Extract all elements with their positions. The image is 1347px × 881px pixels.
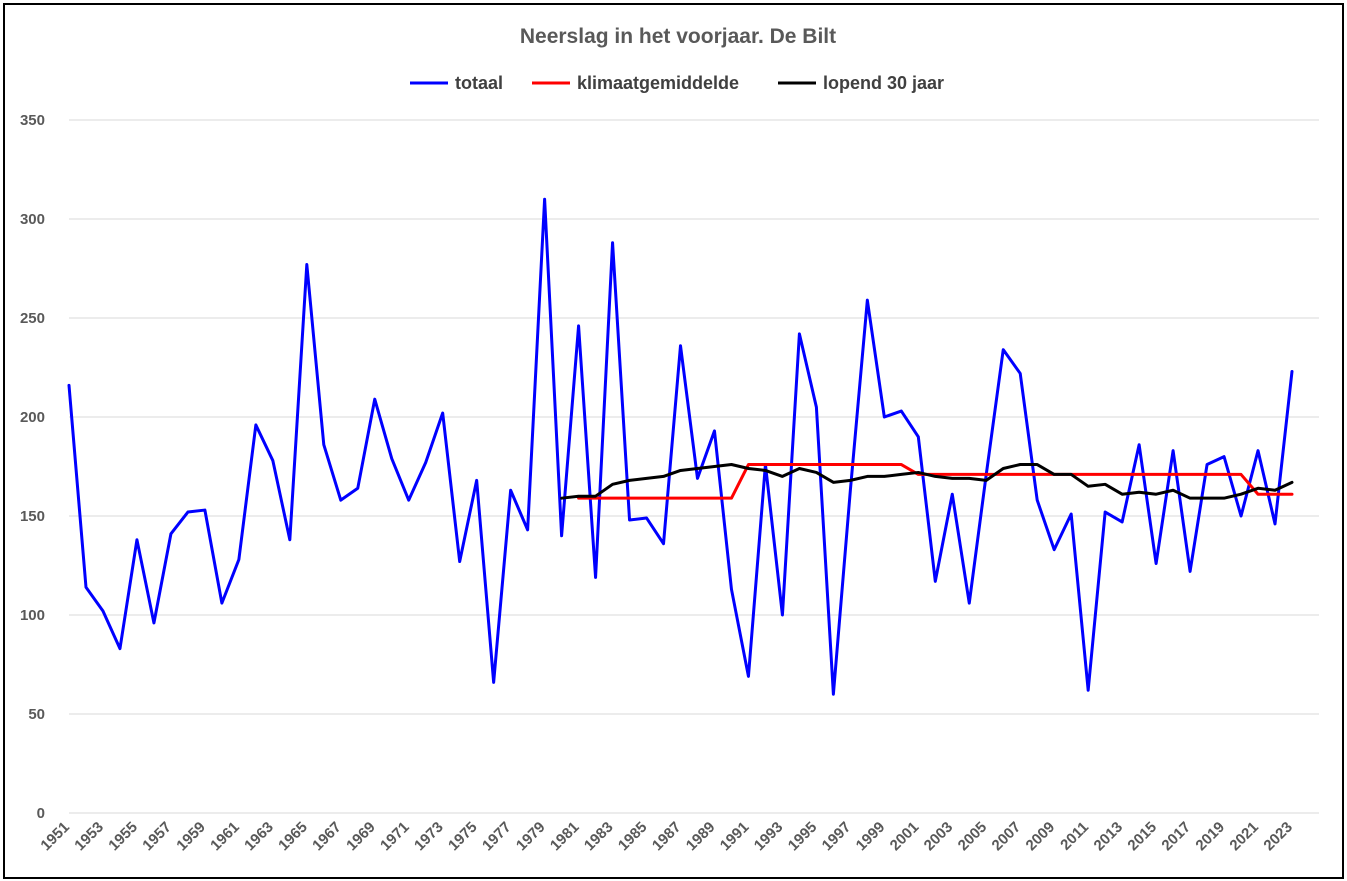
x-tick-label: 1975 <box>445 819 481 855</box>
x-tick-label: 1969 <box>343 819 379 855</box>
x-tick-label: 2001 <box>887 819 923 855</box>
x-tick-label: 1995 <box>785 819 821 855</box>
x-tick-label: 2007 <box>989 819 1025 855</box>
gridlines <box>69 119 1319 814</box>
x-tick-label: 2009 <box>1023 819 1059 855</box>
series-line-klimaatgemiddelde <box>577 463 1294 500</box>
x-tick-label: 1979 <box>513 819 549 855</box>
line-chart: Neerslag in het voorjaar. De Bilt totaal… <box>20 25 1319 855</box>
x-tick-label: 2021 <box>1226 819 1262 855</box>
x-tick-label: 1959 <box>173 819 209 855</box>
x-tick-label: 1951 <box>37 819 73 855</box>
x-tick-label: 2023 <box>1260 819 1296 855</box>
y-tick-label: 250 <box>20 310 45 327</box>
x-tick-label: 1985 <box>615 819 651 855</box>
x-tick-label: 1983 <box>581 819 617 855</box>
legend-label: totaal <box>455 73 503 93</box>
series-lines <box>67 197 1294 696</box>
chart-title: Neerslag in het voorjaar. De Bilt <box>520 25 836 48</box>
x-tick-label: 1977 <box>479 819 515 855</box>
y-tick-label: 0 <box>37 805 45 822</box>
x-tick-label: 1973 <box>411 819 447 855</box>
y-tick-label: 300 <box>20 211 45 228</box>
x-tick-label: 2005 <box>955 819 991 855</box>
x-tick-label: 1961 <box>207 819 243 855</box>
x-tick-label: 1965 <box>275 819 311 855</box>
x-tick-label: 1971 <box>377 819 413 855</box>
x-tick-label: 1987 <box>649 819 685 855</box>
x-tick-label: 1993 <box>751 819 787 855</box>
x-tick-label: 1989 <box>683 819 719 855</box>
y-tick-label: 100 <box>20 607 45 624</box>
legend-label: klimaatgemiddelde <box>577 73 739 93</box>
x-tick-label: 2013 <box>1091 819 1127 855</box>
x-tick-label: 1963 <box>241 819 277 855</box>
x-tick-label: 2011 <box>1057 819 1092 854</box>
x-tick-label: 1967 <box>309 819 345 855</box>
y-tick-label: 200 <box>20 409 45 426</box>
x-tick-label: 1953 <box>71 819 107 855</box>
x-tick-label: 1957 <box>139 819 175 855</box>
x-tick-label: 2015 <box>1124 819 1160 855</box>
x-tick-label: 2017 <box>1158 819 1194 855</box>
legend: totaal klimaatgemiddelde lopend 30 jaar <box>410 73 944 93</box>
x-tick-label: 1981 <box>547 819 583 855</box>
y-tick-label: 50 <box>28 706 45 723</box>
y-axis: 0 50 100 150 200 250 300 350 <box>20 112 45 822</box>
y-tick-label: 350 <box>20 112 45 129</box>
x-tick-label: 1955 <box>105 819 141 855</box>
x-tick-label: 1999 <box>853 819 889 855</box>
x-axis: 1951195319551957195919611963196519671969… <box>37 819 1296 855</box>
legend-label: lopend 30 jaar <box>823 73 944 93</box>
chart-container: Neerslag in het voorjaar. De Bilt totaal… <box>3 3 1344 879</box>
x-tick-label: 1991 <box>717 819 753 855</box>
series-line-totaal <box>67 197 1294 696</box>
x-tick-label: 1997 <box>819 819 855 855</box>
series-line-lopend-30-jaar <box>560 463 1294 500</box>
y-tick-label: 150 <box>20 508 45 525</box>
x-tick-label: 2019 <box>1192 819 1228 855</box>
x-tick-label: 2003 <box>921 819 957 855</box>
